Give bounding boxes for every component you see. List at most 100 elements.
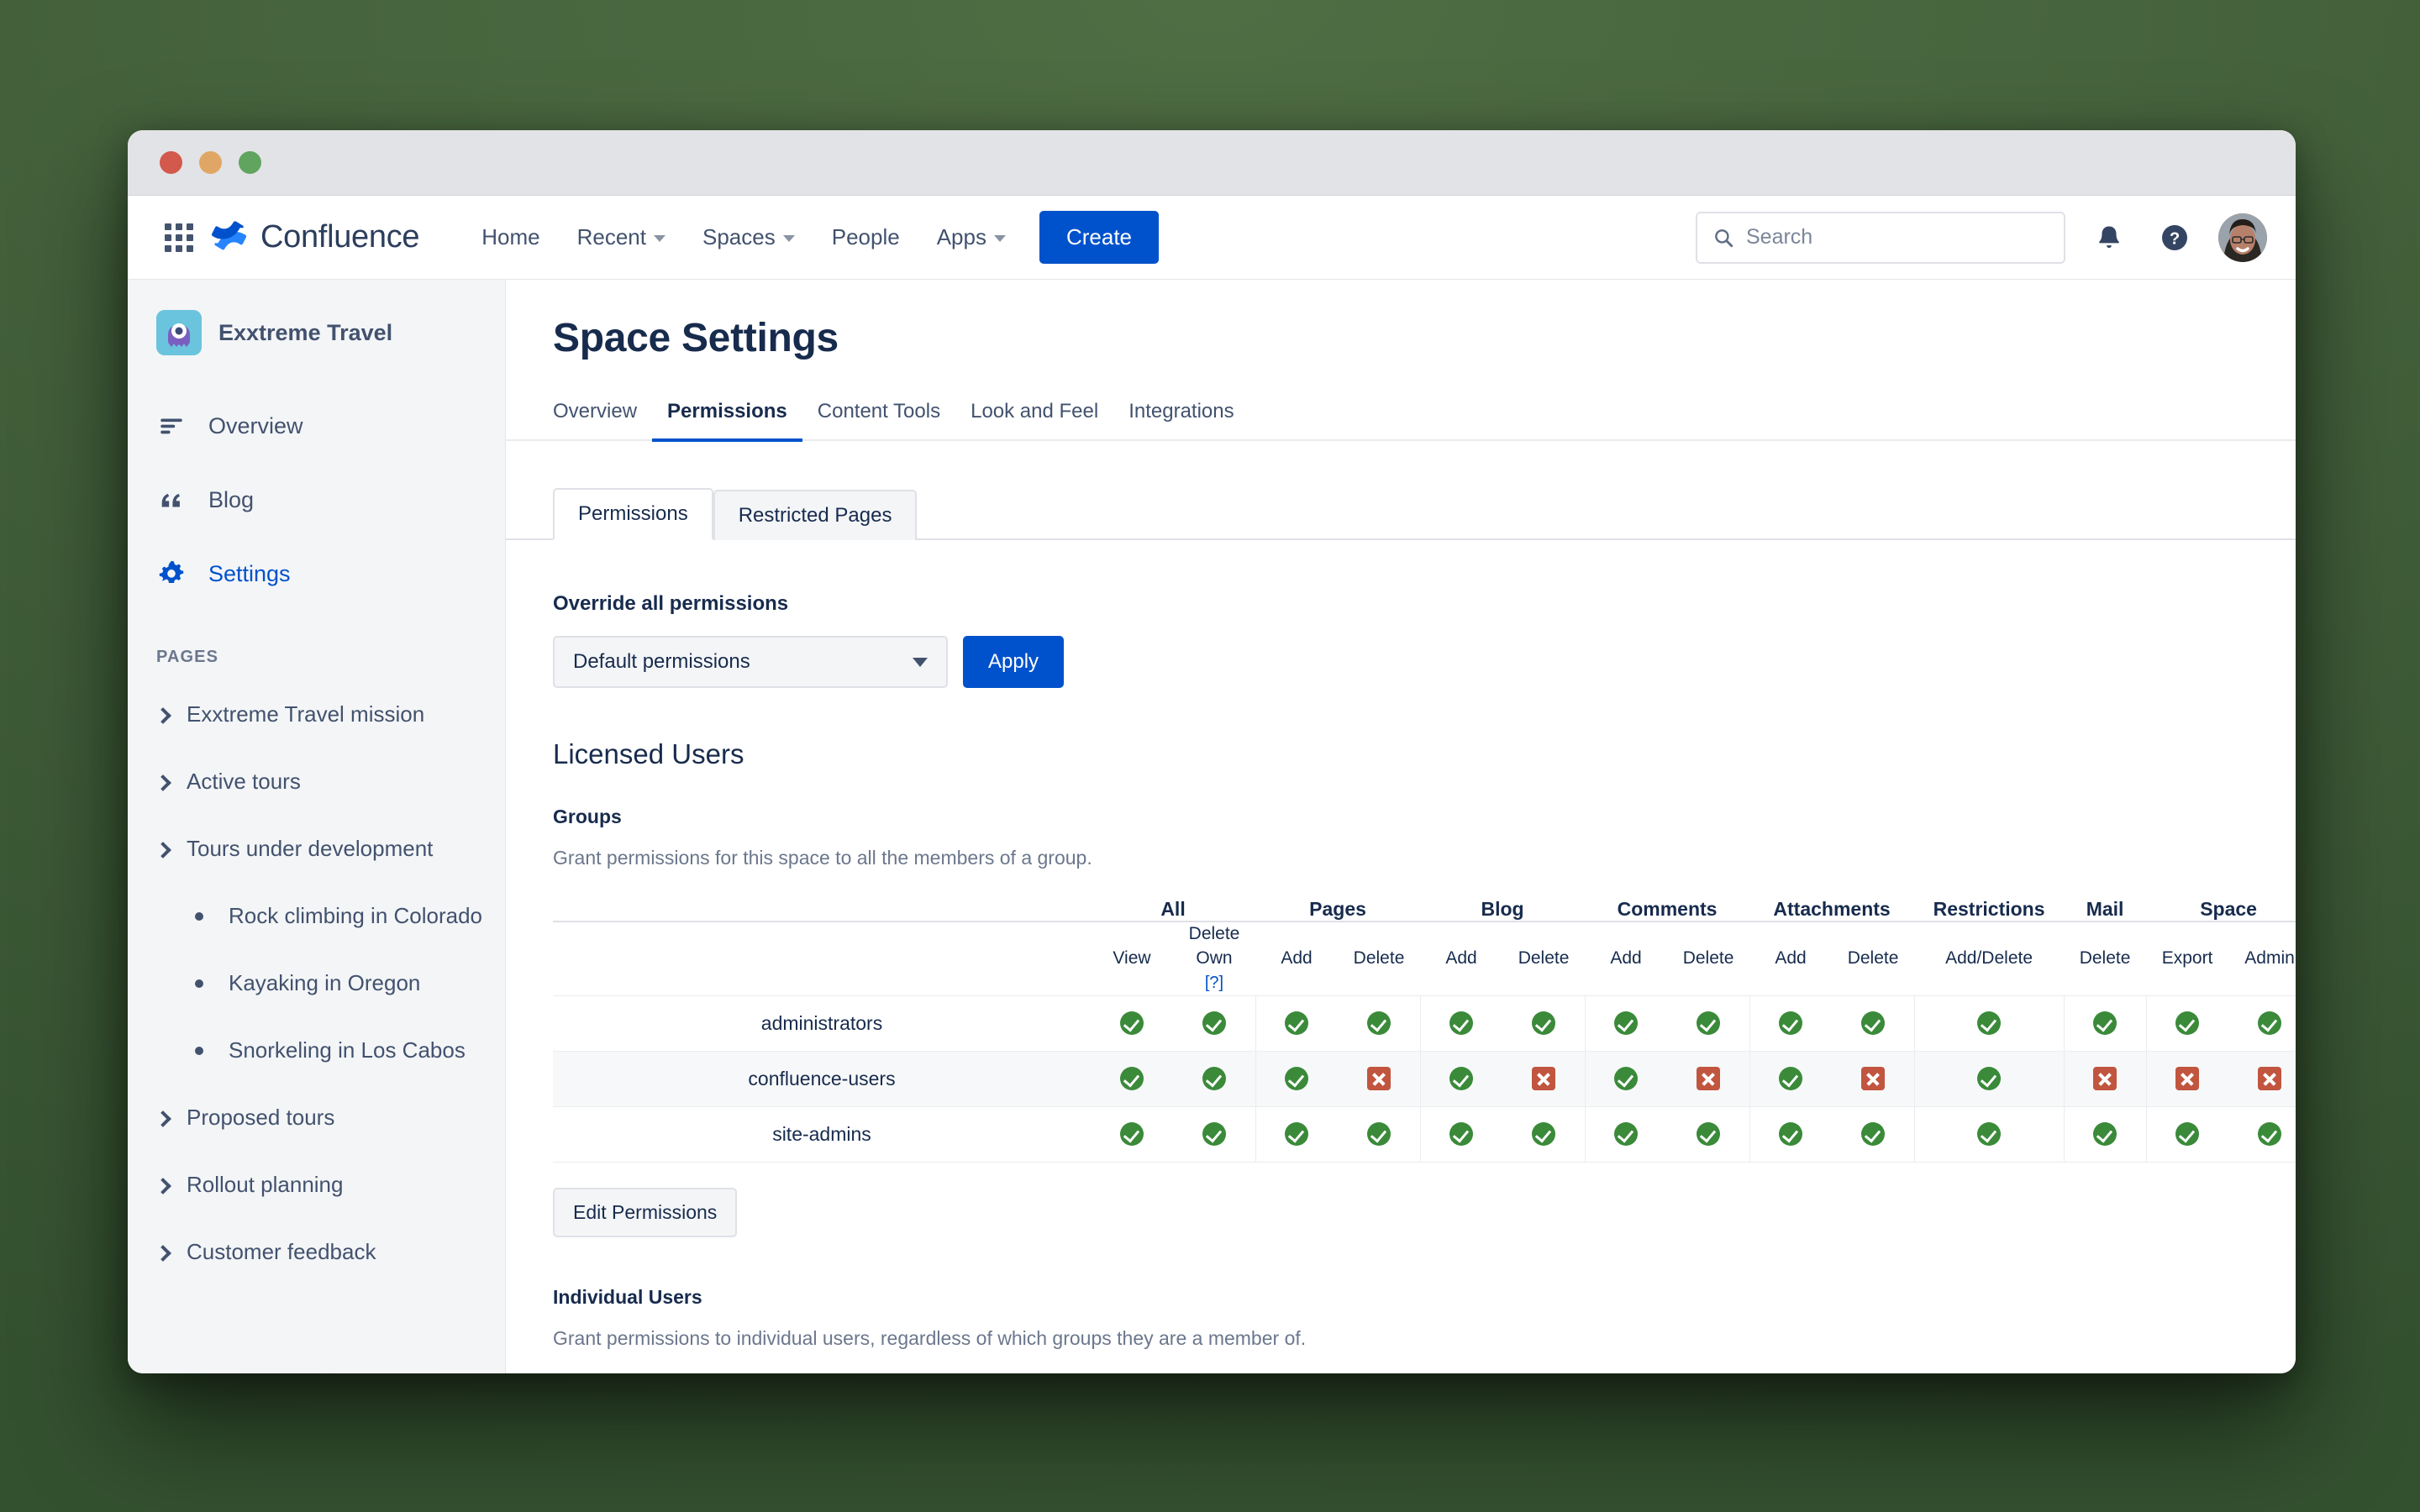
check-icon xyxy=(2093,1122,2118,1147)
sidebar-item-overview[interactable]: Overview xyxy=(128,401,505,451)
nav-item-label: Recent xyxy=(576,224,646,249)
page-tree-label: Rollout planning xyxy=(187,1172,344,1197)
permission-granted-cell xyxy=(1419,1106,1503,1163)
permission-granted-cell xyxy=(1255,1106,1339,1163)
chevron-right-icon[interactable] xyxy=(156,708,170,722)
table-corner-cell xyxy=(553,898,1091,922)
confluence-home-link[interactable]: Confluence xyxy=(212,219,420,256)
nav-right-cluster: Search ? xyxy=(1696,211,2267,264)
page-tree-item-proposed-tours[interactable]: Proposed tours xyxy=(128,1095,505,1140)
table-corner-cell-2 xyxy=(553,921,1091,995)
group-header-comments: Comments xyxy=(1585,898,1750,922)
check-icon xyxy=(1120,1122,1144,1147)
override-permissions-select[interactable]: Default permissions xyxy=(553,636,948,688)
permission-granted-cell xyxy=(1255,995,1339,1052)
check-icon xyxy=(2175,1011,2200,1036)
check-icon xyxy=(1614,1011,1639,1036)
bell-icon[interactable] xyxy=(2087,216,2131,260)
permission-granted-cell xyxy=(1502,995,1585,1051)
permission-granted-cell xyxy=(1173,1051,1255,1106)
grid-apps-icon[interactable] xyxy=(160,218,198,257)
space-header[interactable]: Exxtreme Travel xyxy=(128,310,505,355)
individual-users-description: Grant permissions to individual users, r… xyxy=(553,1326,1307,1349)
groups-permissions-table: All Pages Blog Comments Attachments Rest… xyxy=(553,898,2296,1163)
minimize-window-button[interactable] xyxy=(199,151,222,174)
subtab-permissions[interactable]: Permissions xyxy=(553,488,713,540)
check-icon xyxy=(1779,1122,1803,1147)
page-tree-label: Customer feedback xyxy=(187,1239,376,1264)
table-group-header-row: All Pages Blog Comments Attachments Rest… xyxy=(553,898,2296,922)
chevron-right-icon[interactable] xyxy=(156,1246,170,1259)
check-icon xyxy=(1120,1011,1144,1036)
permission-granted-cell xyxy=(1832,995,1914,1051)
page-tree-item-rock-climbing-in-colorado[interactable]: Rock climbing in Colorado xyxy=(128,894,505,938)
tab-look-and-feel[interactable]: Look and Feel xyxy=(971,400,1099,423)
check-icon xyxy=(1120,1067,1144,1091)
settings-tabs: Overview Permissions Content Tools Look … xyxy=(506,391,2296,442)
subheader-mail-delete: Delete xyxy=(2079,948,2131,968)
search-icon xyxy=(1715,228,1733,247)
check-icon xyxy=(2258,1011,2282,1036)
question-circle-icon[interactable]: ? xyxy=(2153,216,2196,260)
sidebar-item-blog[interactable]: Blog xyxy=(128,475,505,525)
subheader-all-delete-own: Delete Own [?] xyxy=(1173,921,1255,995)
licensed-users-title: Licensed Users xyxy=(553,738,744,769)
permission-granted-cell xyxy=(1667,995,1749,1051)
permission-granted-cell xyxy=(1173,1106,1255,1162)
overview-lines-icon xyxy=(156,411,187,441)
user-avatar[interactable] xyxy=(2218,213,2267,262)
check-icon xyxy=(1614,1067,1639,1091)
group-header-space: Space xyxy=(2146,898,2296,922)
page-tree-item-snorkeling-in-los-cabos[interactable]: Snorkeling in Los Cabos xyxy=(128,1028,505,1073)
pages-section-label: PAGES xyxy=(156,648,219,666)
permission-denied-cell xyxy=(2228,1051,2296,1106)
sidebar-item-settings[interactable]: Settings xyxy=(128,549,505,599)
check-icon xyxy=(1202,1122,1226,1147)
tab-overview[interactable]: Overview xyxy=(553,400,638,423)
subheader-space-export: Export xyxy=(2161,948,2213,968)
nav-item-spaces[interactable]: Spaces xyxy=(684,216,813,259)
tab-integrations[interactable]: Integrations xyxy=(1128,400,1234,423)
edit-permissions-button[interactable]: Edit Permissions xyxy=(553,1187,738,1237)
create-button[interactable]: Create xyxy=(1039,211,1160,264)
permission-granted-cell xyxy=(1091,1106,1173,1162)
apply-button[interactable]: Apply xyxy=(963,636,1065,688)
cross-icon xyxy=(2258,1067,2282,1091)
page-tree-item-active-tours[interactable]: Active tours xyxy=(128,759,505,804)
permission-granted-cell xyxy=(2063,995,2147,1052)
nav-item-apps[interactable]: Apps xyxy=(918,216,1024,259)
search-input[interactable]: Search xyxy=(1696,211,2065,264)
chevron-right-icon[interactable] xyxy=(156,843,170,856)
table-row: administrators xyxy=(553,995,2296,1052)
tab-permissions[interactable]: Permissions xyxy=(652,391,802,442)
page-tree-item-tours-under-development[interactable]: Tours under development xyxy=(128,827,505,871)
delete-own-help-link[interactable]: [?] xyxy=(1204,973,1224,992)
chevron-right-icon[interactable] xyxy=(156,1111,170,1125)
permission-granted-cell xyxy=(2228,1106,2296,1162)
permission-granted-cell xyxy=(1749,1106,1833,1163)
nav-item-people[interactable]: People xyxy=(813,216,918,259)
check-icon xyxy=(2258,1122,2282,1147)
sidebar-item-label: Blog xyxy=(208,486,255,512)
cross-icon xyxy=(1860,1067,1885,1091)
close-window-button[interactable] xyxy=(160,151,182,174)
tab-content-tools[interactable]: Content Tools xyxy=(817,400,941,423)
nav-item-recent[interactable]: Recent xyxy=(559,216,684,259)
page-tree-item-kayaking-in-oregon[interactable]: Kayaking in Oregon xyxy=(128,961,505,1005)
permission-granted-cell xyxy=(1419,995,1503,1052)
window-titlebar xyxy=(128,130,2296,196)
chevron-right-icon[interactable] xyxy=(156,1179,170,1192)
page-tree-item-exxtreme-travel-mission[interactable]: Exxtreme Travel mission xyxy=(128,692,505,737)
chevron-right-icon[interactable] xyxy=(156,775,170,789)
table-row: confluence-users xyxy=(553,1051,2296,1107)
nav-item-home[interactable]: Home xyxy=(463,216,558,259)
zoom-window-button[interactable] xyxy=(239,151,261,174)
page-tree-label: Active tours xyxy=(187,769,301,794)
page-tree-item-rollout-planning[interactable]: Rollout planning xyxy=(128,1163,505,1207)
brand-name: Confluence xyxy=(260,219,420,255)
space-monster-avatar xyxy=(156,310,202,355)
nav-item-label: Home xyxy=(481,224,540,249)
subtab-restricted-pages[interactable]: Restricted Pages xyxy=(713,490,918,540)
page-tree-item-customer-feedback[interactable]: Customer feedback xyxy=(128,1230,505,1274)
page-title: Space Settings xyxy=(553,316,839,360)
